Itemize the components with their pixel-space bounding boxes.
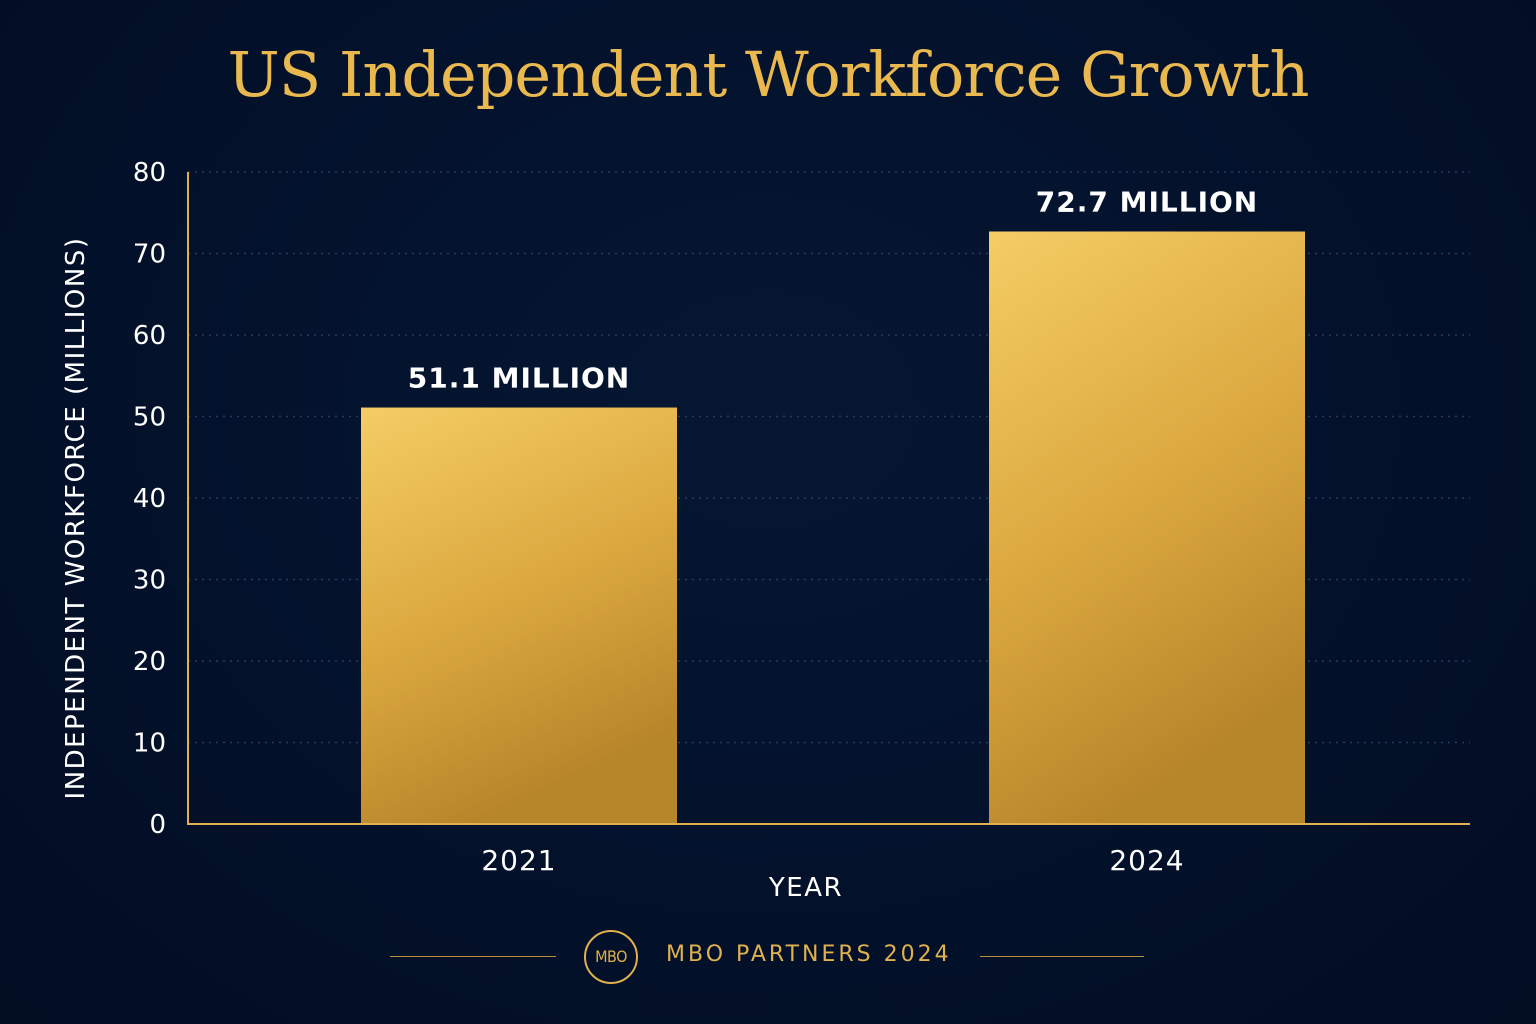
footer-divider-right [980, 956, 1144, 957]
y-tick-label: 40 [133, 484, 166, 514]
bar-2021 [361, 407, 677, 824]
y-tick-label: 30 [133, 566, 166, 596]
data-label-2024: 72.7 MILLION [1036, 185, 1258, 218]
y-tick-label: 20 [133, 647, 166, 677]
chart-title: US Independent Workforce Growth [227, 38, 1310, 111]
y-tick-label: 60 [133, 321, 166, 351]
x-axis-title: YEAR [768, 873, 843, 903]
bar-2024 [989, 231, 1305, 824]
y-tick-label: 50 [133, 403, 166, 433]
bar-chart: 0 10 20 30 40 50 60 70 80 51.1 MILLION 72.7 MILLI… [61, 158, 1470, 903]
y-tick-labels: 0 10 20 30 40 50 60 70 80 [133, 158, 166, 840]
x-tick-label-2024: 2024 [1109, 844, 1184, 877]
footer-source: MBO PARTNERS 2024 [666, 942, 952, 967]
y-tick-label: 70 [133, 240, 166, 270]
y-axis-title: INDEPENDENT WORKFORCE (MILLIONS) [61, 237, 91, 800]
x-tick-label-2021: 2021 [481, 844, 556, 877]
footer-divider-left [390, 956, 556, 957]
data-labels: 51.1 MILLION 72.7 MILLION [408, 185, 1258, 395]
y-tick-label: 0 [149, 810, 166, 840]
bars [361, 231, 1305, 824]
data-label-2021: 51.1 MILLION [408, 362, 630, 395]
x-tick-labels: 2021 2024 [481, 844, 1184, 877]
y-tick-label: 10 [133, 729, 166, 759]
y-tick-label: 80 [133, 158, 166, 188]
mbo-logo: MBO [584, 930, 638, 984]
footer: MBO MBO PARTNERS 2024 [0, 928, 1536, 988]
